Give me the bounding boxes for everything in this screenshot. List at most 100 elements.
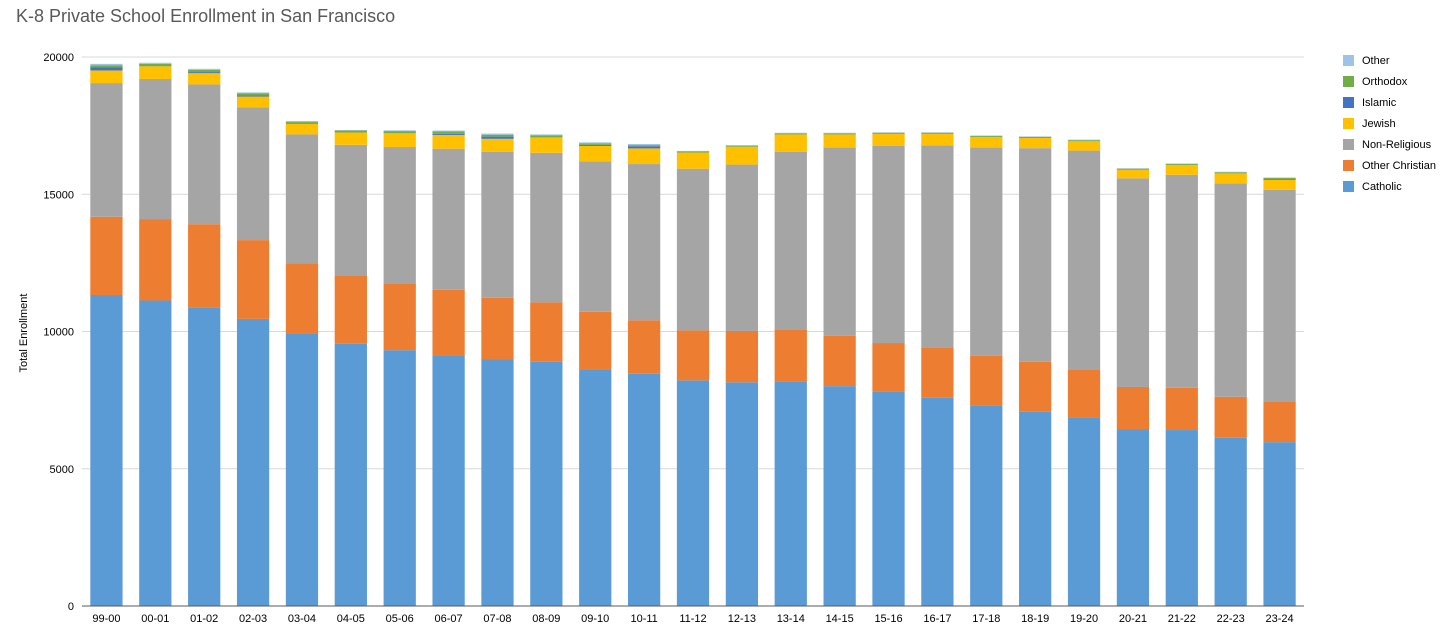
legend-swatch <box>1343 160 1354 171</box>
bar-other-christian-05-06 <box>383 283 416 351</box>
bar-non-religious-22-23 <box>1214 183 1247 397</box>
bar-non-religious-14-15 <box>823 147 856 336</box>
bar-jewish-01-02 <box>188 73 221 85</box>
x-tick-label: 12-13 <box>728 613 756 625</box>
bar-other-18-19 <box>1019 136 1052 137</box>
bar-catholic-09-10 <box>579 369 612 606</box>
bar-catholic-03-04 <box>285 333 319 606</box>
bar-non-religious-01-02 <box>188 84 221 225</box>
x-tick-label: 14-15 <box>826 613 854 625</box>
bar-jewish-19-20 <box>1067 141 1101 151</box>
bar-non-religious-21-22 <box>1165 174 1198 388</box>
bar-orthodox-21-22 <box>1165 164 1198 166</box>
bar-other-christian-16-17 <box>921 347 954 398</box>
x-tick-label: 20-21 <box>1119 613 1147 625</box>
bar-catholic-10-11 <box>627 373 661 606</box>
legend-label: Catholic <box>1362 180 1402 193</box>
legend: Other Orthodox Islamic Jewish Non-Religious O… <box>1343 50 1436 197</box>
x-tick-label: 10-11 <box>630 613 657 625</box>
bar-other-christian-15-16 <box>872 343 905 392</box>
bar-non-religious-03-04 <box>285 134 319 264</box>
x-tick-label: 07-08 <box>483 613 511 625</box>
bar-islamic-02-03 <box>236 95 270 97</box>
x-tick-label: 01-02 <box>190 613 218 625</box>
bar-non-religious-02-03 <box>236 107 270 241</box>
y-tick-label: 10000 <box>43 327 74 339</box>
bar-other-10-11 <box>627 144 661 146</box>
bar-non-religious-18-19 <box>1019 148 1052 362</box>
bar-other-04-05 <box>334 130 367 131</box>
bar-catholic-20-21 <box>1116 429 1150 606</box>
bar-other-christian-08-09 <box>530 302 563 362</box>
bar-jewish-14-15 <box>823 134 856 148</box>
legend-label: Islamic <box>1362 96 1397 109</box>
bar-other-christian-04-05 <box>334 275 367 344</box>
bar-orthodox-14-15 <box>823 133 856 135</box>
bar-other-christian-20-21 <box>1116 386 1150 430</box>
bar-other-christian-00-01 <box>139 219 172 301</box>
bar-non-religious-06-07 <box>432 148 465 290</box>
bar-jewish-00-01 <box>139 66 172 79</box>
bar-islamic-09-10 <box>579 144 612 146</box>
legend-swatch <box>1343 55 1354 66</box>
legend-item: Other <box>1343 50 1436 71</box>
bar-catholic-00-01 <box>139 300 172 606</box>
bar-jewish-22-23 <box>1214 173 1247 184</box>
bar-other-11-12 <box>676 150 710 152</box>
legend-swatch <box>1343 97 1354 108</box>
bar-other-christian-23-24 <box>1263 401 1296 443</box>
bar-islamic-99-00 <box>90 67 123 71</box>
bar-catholic-02-03 <box>236 318 270 606</box>
y-axis-title: Total Enrollment <box>18 294 30 373</box>
bar-islamic-07-08 <box>481 136 514 139</box>
bar-other-17-18 <box>970 135 1003 137</box>
bar-other-01-02 <box>188 68 221 70</box>
x-tick-label: 03-04 <box>288 613 316 625</box>
legend-label: Other <box>1362 54 1390 67</box>
bar-orthodox-13-14 <box>774 133 807 135</box>
bar-catholic-04-05 <box>334 343 367 606</box>
bar-islamic-01-02 <box>188 72 221 74</box>
bar-non-religious-05-06 <box>383 147 416 284</box>
bar-orthodox-19-20 <box>1067 140 1101 142</box>
bar-jewish-21-22 <box>1165 165 1198 175</box>
bar-other-03-04 <box>285 120 319 123</box>
bar-catholic-12-13 <box>725 382 759 606</box>
axes: 0 5000 10000 15000 20000 99-00 00-01 01-02 02-03… <box>43 52 1304 625</box>
bar-catholic-99-00 <box>90 294 123 606</box>
x-tick-label: 21-22 <box>1168 613 1196 625</box>
bar-other-15-16 <box>872 132 905 133</box>
bar-jewish-04-05 <box>334 132 367 145</box>
bar-jewish-15-16 <box>872 133 905 146</box>
bar-catholic-15-16 <box>872 391 905 606</box>
bar-catholic-11-12 <box>676 380 710 606</box>
bar-other-12-13 <box>725 145 759 146</box>
bar-other-19-20 <box>1067 139 1101 141</box>
legend-label: Orthodox <box>1362 75 1408 88</box>
legend-item: Catholic <box>1343 176 1436 197</box>
bar-other-christian-11-12 <box>676 330 710 381</box>
bar-jewish-16-17 <box>921 133 954 146</box>
bar-jewish-12-13 <box>725 146 759 165</box>
bar-jewish-06-07 <box>432 134 465 149</box>
bar-other-13-14 <box>774 132 807 134</box>
bar-catholic-22-23 <box>1214 437 1247 606</box>
bar-non-religious-15-16 <box>872 145 905 344</box>
bar-other-christian-12-13 <box>725 330 759 383</box>
bar-catholic-01-02 <box>188 307 221 606</box>
bar-other-christian-22-23 <box>1214 396 1247 438</box>
bar-orthodox-17-18 <box>970 136 1003 138</box>
bar-orthodox-15-16 <box>872 132 905 134</box>
x-tick-label: 11-12 <box>679 613 706 625</box>
legend-swatch <box>1343 76 1354 87</box>
x-tick-label: 04-05 <box>337 613 365 625</box>
legend-label: Jewish <box>1362 117 1396 130</box>
bar-orthodox-10-11 <box>627 145 661 147</box>
bar-other-02-03 <box>236 92 270 94</box>
x-tick-label: 16-17 <box>923 613 951 625</box>
bar-orthodox-08-09 <box>530 135 563 138</box>
bar-other-16-17 <box>921 132 954 133</box>
bar-jewish-03-04 <box>285 123 319 135</box>
bar-orthodox-03-04 <box>285 122 319 124</box>
